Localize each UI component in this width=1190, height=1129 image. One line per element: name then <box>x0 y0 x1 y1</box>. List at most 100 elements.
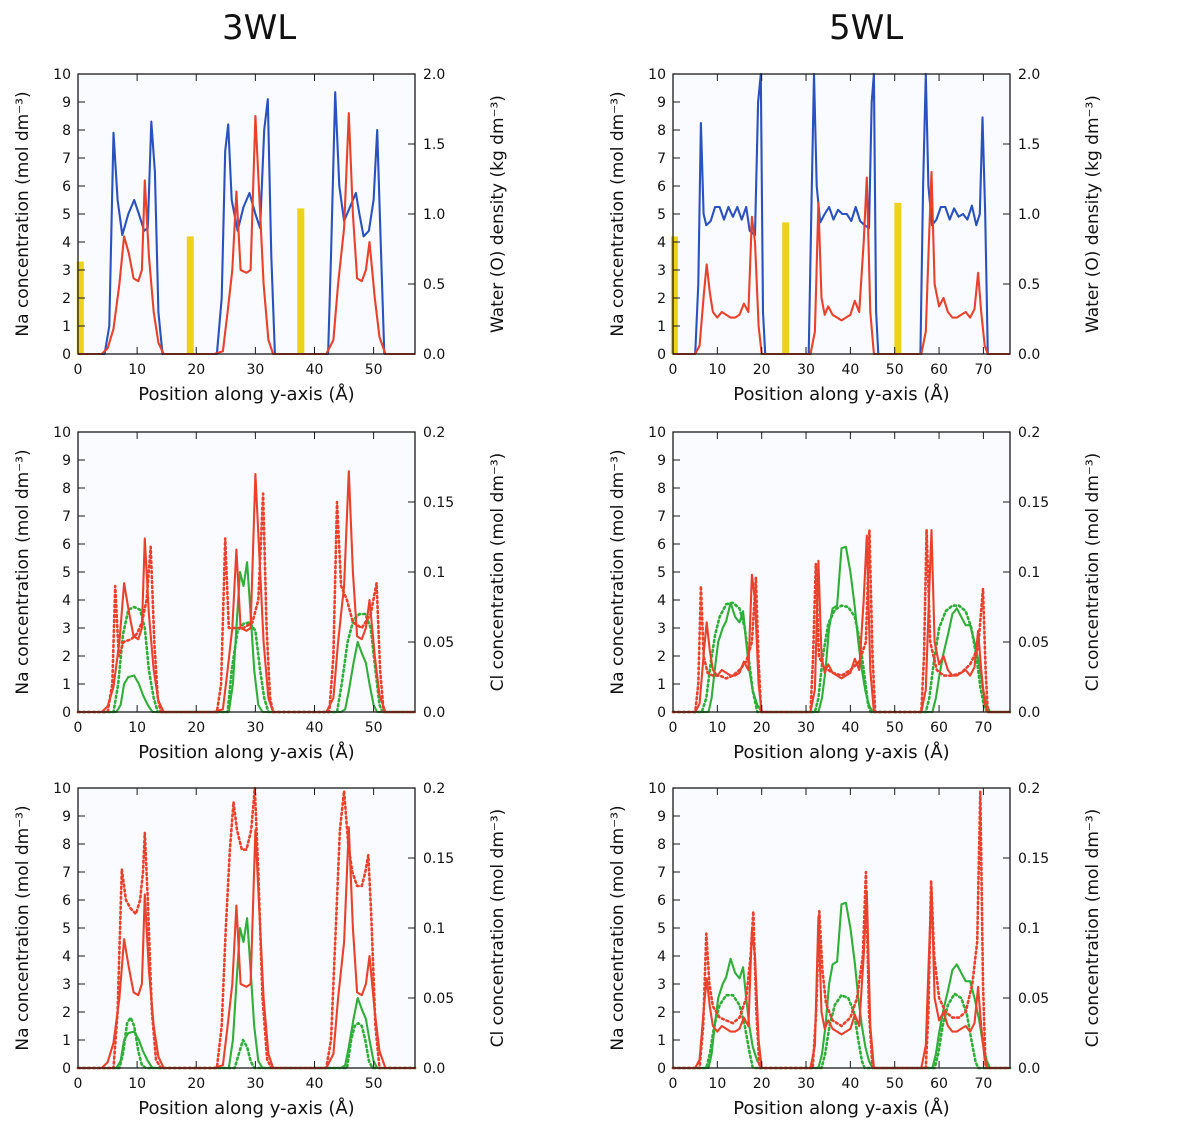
y2-tick-label: 2.0 <box>423 67 445 83</box>
y-tick-label: 1 <box>657 1033 666 1049</box>
x-axis-label: Position along y-axis (Å) <box>733 383 949 405</box>
y-tick-label: 4 <box>657 235 666 251</box>
y2-tick-label: 1.0 <box>423 207 445 223</box>
ion-marker-bar <box>297 208 305 354</box>
y-tick-label: 10 <box>648 425 666 441</box>
y-tick-label: 1 <box>657 677 666 693</box>
y-tick-label: 6 <box>62 179 71 195</box>
y2-tick-label: 0.2 <box>423 425 445 441</box>
y-tick-label: 3 <box>62 263 71 279</box>
y2-tick-label: 0.05 <box>1018 635 1049 651</box>
y-tick-label: 8 <box>657 837 666 853</box>
series-cl-dotted <box>671 992 1012 1070</box>
y2-tick-label: 1.5 <box>1018 137 1040 153</box>
y-tick-label: 3 <box>62 977 71 993</box>
x-tick-label: 20 <box>187 362 205 378</box>
x-tick-label: 20 <box>753 362 771 378</box>
x-tick-label: 0 <box>669 362 678 378</box>
x-tick-label: 60 <box>930 1076 948 1092</box>
y-axis-label: Na concentration (mol dm⁻³) <box>608 449 628 694</box>
y-tick-label: 8 <box>62 123 71 139</box>
x-axis-label: Position along y-axis (Å) <box>138 741 354 763</box>
y2-tick-label: 0.5 <box>423 277 445 293</box>
y2-tick-label: 0.0 <box>423 705 445 721</box>
y-tick-label: 10 <box>53 67 71 83</box>
y-tick-label: 6 <box>657 179 666 195</box>
x-tick-label: 0 <box>74 1076 83 1092</box>
series-na-solid <box>78 112 415 356</box>
y2-tick-label: 0.5 <box>1018 277 1040 293</box>
y2-tick-label: 0.0 <box>1018 1061 1040 1077</box>
series-na-solid <box>673 884 1010 1070</box>
y-tick-label: 7 <box>62 865 71 881</box>
x-tick-label: 60 <box>930 720 948 736</box>
series-na-dotted <box>76 786 417 1070</box>
y-axis-label: Na concentration (mol dm⁻³) <box>608 805 628 1050</box>
y2-tick-label: 0.05 <box>1018 991 1049 1007</box>
y2-tick-label: 0.1 <box>423 565 445 581</box>
x-tick-label: 30 <box>246 720 264 736</box>
x-tick-label: 30 <box>797 1076 815 1092</box>
y-tick-label: 3 <box>657 977 666 993</box>
y-tick-label: 3 <box>657 621 666 637</box>
y2-axis-label: Water (O) density (kg dm⁻³) <box>1083 95 1103 333</box>
y2-tick-label: 0.1 <box>1018 921 1040 937</box>
x-tick-label: 40 <box>306 720 324 736</box>
y2-tick-label: 0.1 <box>423 921 445 937</box>
x-tick-label: 50 <box>365 362 383 378</box>
series-cl-dotted <box>671 601 1012 714</box>
y2-tick-label: 1.0 <box>1018 207 1040 223</box>
x-tick-label: 0 <box>669 720 678 736</box>
y-tick-label: 0 <box>62 1061 71 1077</box>
y2-axis-label: Cl concentration (mol dm⁻³) <box>1083 809 1103 1048</box>
y2-tick-label: 0.0 <box>423 347 445 363</box>
y2-tick-label: 0.2 <box>423 781 445 797</box>
y2-tick-label: 0.0 <box>1018 705 1040 721</box>
y-tick-label: 5 <box>62 207 71 223</box>
title-3wl: 3WL <box>222 8 297 48</box>
y2-tick-label: 2.0 <box>1018 67 1040 83</box>
x-tick-label: 50 <box>886 720 904 736</box>
y-tick-label: 9 <box>62 95 71 111</box>
x-tick-label: 40 <box>841 362 859 378</box>
panel-3wl-top: 0 10 20 30 40 50 0 1 2 3 4 5 6 7 8 9 10 0.0 0.5 1.0 1.5 2.0 Po… <box>13 67 508 405</box>
series-cl-dotted <box>76 1016 417 1070</box>
series-na-solid <box>78 826 415 1070</box>
y-tick-label: 4 <box>657 593 666 609</box>
y-tick-label: 1 <box>62 1033 71 1049</box>
ion-marker-bar <box>670 236 678 354</box>
plot-area <box>673 432 1010 712</box>
y-tick-label: 2 <box>657 649 666 665</box>
x-tick-label: 40 <box>841 720 859 736</box>
y2-axis-label: Cl concentration (mol dm⁻³) <box>488 453 508 692</box>
x-tick-label: 30 <box>797 362 815 378</box>
y2-tick-label: 0.15 <box>1018 851 1049 867</box>
x-tick-label: 0 <box>669 1076 678 1092</box>
y-tick-label: 1 <box>657 319 666 335</box>
y-tick-label: 8 <box>657 481 666 497</box>
y-tick-label: 5 <box>62 921 71 937</box>
y2-axis-label: Cl concentration (mol dm⁻³) <box>488 809 508 1048</box>
y2-tick-label: 0.05 <box>423 635 454 651</box>
x-tick-label: 20 <box>753 720 771 736</box>
y-tick-label: 5 <box>657 207 666 223</box>
x-tick-label: 0 <box>74 362 83 378</box>
y-axis-label: Na concentration (mol dm⁻³) <box>13 91 33 336</box>
x-tick-label: 50 <box>365 720 383 736</box>
y-tick-label: 0 <box>62 347 71 363</box>
y-tick-label: 7 <box>62 509 71 525</box>
y-tick-label: 7 <box>657 865 666 881</box>
y-tick-label: 7 <box>657 151 666 167</box>
y-tick-label: 5 <box>62 565 71 581</box>
y2-tick-label: 0.15 <box>423 851 454 867</box>
x-tick-label: 50 <box>886 362 904 378</box>
y-tick-label: 6 <box>62 893 71 909</box>
x-axis-label: Position along y-axis (Å) <box>733 1097 949 1119</box>
y2-axis-label: Cl concentration (mol dm⁻³) <box>1083 453 1103 692</box>
x-tick-label: 60 <box>930 362 948 378</box>
x-tick-label: 40 <box>841 1076 859 1092</box>
series-na-dotted <box>671 789 1012 1070</box>
x-tick-label: 10 <box>708 362 726 378</box>
y2-tick-label: 0.05 <box>423 991 454 1007</box>
y-tick-label: 9 <box>657 95 666 111</box>
